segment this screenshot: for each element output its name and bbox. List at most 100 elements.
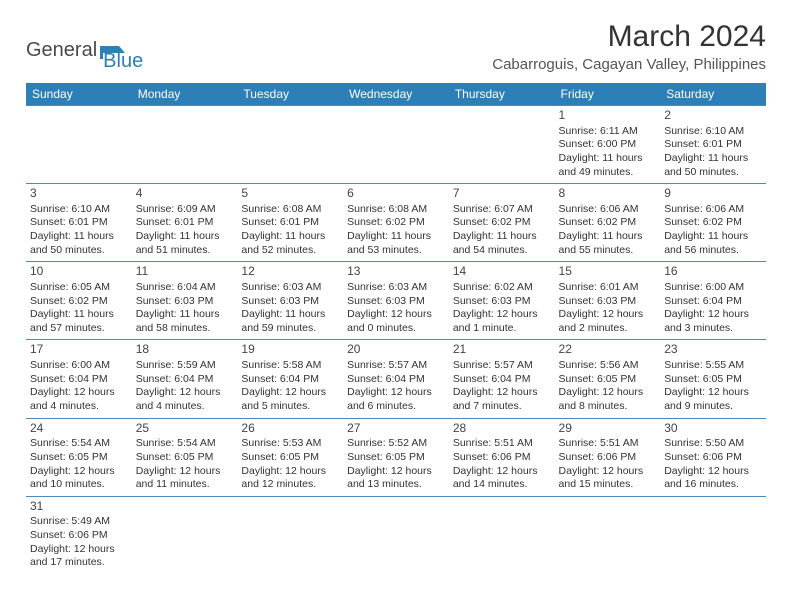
day-header: Friday — [555, 83, 661, 106]
daylight-text: Daylight: 12 hours and 17 minutes. — [30, 543, 128, 570]
calendar-day-cell: 26Sunrise: 5:53 AMSunset: 6:05 PMDayligh… — [237, 418, 343, 496]
sunset-text: Sunset: 6:03 PM — [241, 295, 339, 309]
daylight-text: Daylight: 12 hours and 5 minutes. — [241, 386, 339, 413]
calendar-day-cell: 24Sunrise: 5:54 AMSunset: 6:05 PMDayligh… — [26, 418, 132, 496]
calendar-day-cell: 13Sunrise: 6:03 AMSunset: 6:03 PMDayligh… — [343, 262, 449, 340]
day-number: 2 — [664, 108, 762, 124]
sunset-text: Sunset: 6:05 PM — [559, 373, 657, 387]
calendar-day-cell: 7Sunrise: 6:07 AMSunset: 6:02 PMDaylight… — [449, 184, 555, 262]
calendar-day-cell: 17Sunrise: 6:00 AMSunset: 6:04 PMDayligh… — [26, 340, 132, 418]
sunset-text: Sunset: 6:00 PM — [559, 138, 657, 152]
day-number: 3 — [30, 186, 128, 202]
calendar-day-cell: 2Sunrise: 6:10 AMSunset: 6:01 PMDaylight… — [660, 106, 766, 184]
calendar-day-cell: 1Sunrise: 6:11 AMSunset: 6:00 PMDaylight… — [555, 106, 661, 184]
sunrise-text: Sunrise: 6:05 AM — [30, 281, 128, 295]
daylight-text: Daylight: 11 hours and 55 minutes. — [559, 230, 657, 257]
sunrise-text: Sunrise: 6:08 AM — [241, 203, 339, 217]
sunrise-text: Sunrise: 5:50 AM — [664, 437, 762, 451]
sunrise-text: Sunrise: 6:07 AM — [453, 203, 551, 217]
day-number: 17 — [30, 342, 128, 358]
calendar-day-cell: 14Sunrise: 6:02 AMSunset: 6:03 PMDayligh… — [449, 262, 555, 340]
day-header: Saturday — [660, 83, 766, 106]
daylight-text: Daylight: 12 hours and 12 minutes. — [241, 465, 339, 492]
sunset-text: Sunset: 6:02 PM — [453, 216, 551, 230]
calendar-empty-cell — [449, 496, 555, 574]
day-number: 30 — [664, 421, 762, 437]
sunrise-text: Sunrise: 5:54 AM — [136, 437, 234, 451]
daylight-text: Daylight: 11 hours and 49 minutes. — [559, 152, 657, 179]
calendar-day-cell: 29Sunrise: 5:51 AMSunset: 6:06 PMDayligh… — [555, 418, 661, 496]
day-number: 11 — [136, 264, 234, 280]
calendar-week-row: 1Sunrise: 6:11 AMSunset: 6:00 PMDaylight… — [26, 106, 766, 184]
sunset-text: Sunset: 6:03 PM — [559, 295, 657, 309]
sunrise-text: Sunrise: 6:00 AM — [30, 359, 128, 373]
calendar-day-cell: 9Sunrise: 6:06 AMSunset: 6:02 PMDaylight… — [660, 184, 766, 262]
day-number: 25 — [136, 421, 234, 437]
daylight-text: Daylight: 11 hours and 51 minutes. — [136, 230, 234, 257]
calendar-week-row: 10Sunrise: 6:05 AMSunset: 6:02 PMDayligh… — [26, 262, 766, 340]
sunrise-text: Sunrise: 6:03 AM — [241, 281, 339, 295]
day-number: 16 — [664, 264, 762, 280]
month-title: March 2024 — [492, 20, 766, 54]
sunrise-text: Sunrise: 5:54 AM — [30, 437, 128, 451]
sunrise-text: Sunrise: 6:10 AM — [30, 203, 128, 217]
sunrise-text: Sunrise: 6:06 AM — [664, 203, 762, 217]
daylight-text: Daylight: 11 hours and 58 minutes. — [136, 308, 234, 335]
calendar-day-cell: 16Sunrise: 6:00 AMSunset: 6:04 PMDayligh… — [660, 262, 766, 340]
calendar-day-cell: 25Sunrise: 5:54 AMSunset: 6:05 PMDayligh… — [132, 418, 238, 496]
calendar-empty-cell — [237, 496, 343, 574]
daylight-text: Daylight: 12 hours and 14 minutes. — [453, 465, 551, 492]
sunset-text: Sunset: 6:05 PM — [664, 373, 762, 387]
day-number: 27 — [347, 421, 445, 437]
daylight-text: Daylight: 12 hours and 16 minutes. — [664, 465, 762, 492]
sunrise-text: Sunrise: 6:10 AM — [664, 125, 762, 139]
daylight-text: Daylight: 12 hours and 3 minutes. — [664, 308, 762, 335]
day-number: 18 — [136, 342, 234, 358]
sunset-text: Sunset: 6:01 PM — [664, 138, 762, 152]
daylight-text: Daylight: 12 hours and 15 minutes. — [559, 465, 657, 492]
sunset-text: Sunset: 6:04 PM — [136, 373, 234, 387]
day-number: 9 — [664, 186, 762, 202]
day-number: 26 — [241, 421, 339, 437]
sunrise-text: Sunrise: 6:04 AM — [136, 281, 234, 295]
day-header: Sunday — [26, 83, 132, 106]
sunset-text: Sunset: 6:01 PM — [136, 216, 234, 230]
calendar-day-cell: 31Sunrise: 5:49 AMSunset: 6:06 PMDayligh… — [26, 496, 132, 574]
daylight-text: Daylight: 12 hours and 2 minutes. — [559, 308, 657, 335]
daylight-text: Daylight: 11 hours and 52 minutes. — [241, 230, 339, 257]
calendar-empty-cell — [237, 106, 343, 184]
sunset-text: Sunset: 6:06 PM — [453, 451, 551, 465]
calendar-day-cell: 21Sunrise: 5:57 AMSunset: 6:04 PMDayligh… — [449, 340, 555, 418]
sunset-text: Sunset: 6:06 PM — [559, 451, 657, 465]
sunrise-text: Sunrise: 5:56 AM — [559, 359, 657, 373]
calendar-day-cell: 3Sunrise: 6:10 AMSunset: 6:01 PMDaylight… — [26, 184, 132, 262]
day-header-row: SundayMondayTuesdayWednesdayThursdayFrid… — [26, 83, 766, 106]
daylight-text: Daylight: 12 hours and 4 minutes. — [30, 386, 128, 413]
sunrise-text: Sunrise: 6:08 AM — [347, 203, 445, 217]
calendar-day-cell: 22Sunrise: 5:56 AMSunset: 6:05 PMDayligh… — [555, 340, 661, 418]
daylight-text: Daylight: 11 hours and 57 minutes. — [30, 308, 128, 335]
calendar-empty-cell — [555, 496, 661, 574]
day-number: 12 — [241, 264, 339, 280]
sunset-text: Sunset: 6:01 PM — [30, 216, 128, 230]
calendar-day-cell: 8Sunrise: 6:06 AMSunset: 6:02 PMDaylight… — [555, 184, 661, 262]
daylight-text: Daylight: 11 hours and 54 minutes. — [453, 230, 551, 257]
day-number: 5 — [241, 186, 339, 202]
day-number: 22 — [559, 342, 657, 358]
daylight-text: Daylight: 12 hours and 8 minutes. — [559, 386, 657, 413]
calendar-day-cell: 23Sunrise: 5:55 AMSunset: 6:05 PMDayligh… — [660, 340, 766, 418]
day-number: 1 — [559, 108, 657, 124]
logo: General Blue — [26, 28, 143, 73]
daylight-text: Daylight: 12 hours and 7 minutes. — [453, 386, 551, 413]
sunrise-text: Sunrise: 5:57 AM — [453, 359, 551, 373]
daylight-text: Daylight: 11 hours and 50 minutes. — [30, 230, 128, 257]
day-number: 29 — [559, 421, 657, 437]
logo-text-general: General — [26, 39, 97, 62]
daylight-text: Daylight: 12 hours and 9 minutes. — [664, 386, 762, 413]
sunrise-text: Sunrise: 6:00 AM — [664, 281, 762, 295]
calendar-day-cell: 11Sunrise: 6:04 AMSunset: 6:03 PMDayligh… — [132, 262, 238, 340]
sunset-text: Sunset: 6:01 PM — [241, 216, 339, 230]
sunset-text: Sunset: 6:05 PM — [347, 451, 445, 465]
sunrise-text: Sunrise: 5:58 AM — [241, 359, 339, 373]
logo-text-blue: Blue — [103, 50, 143, 73]
